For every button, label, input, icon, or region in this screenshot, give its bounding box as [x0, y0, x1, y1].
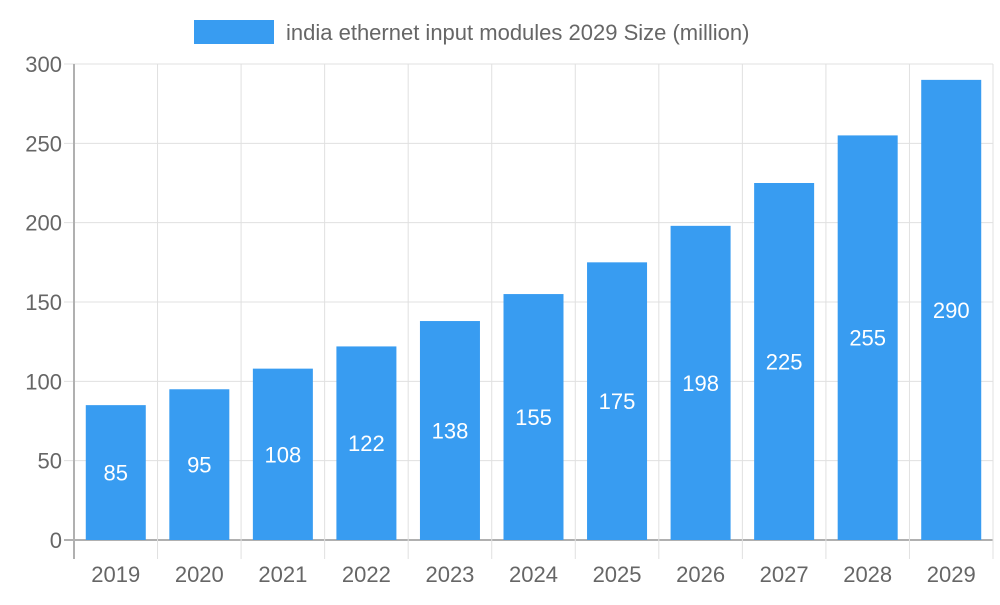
- bar-2024: [503, 294, 564, 540]
- y-tick-label: 150: [25, 290, 62, 315]
- bar-2022: [336, 346, 397, 540]
- data-label: 95: [187, 453, 211, 478]
- bar-2025: [587, 262, 648, 540]
- bar-2021: [252, 368, 313, 540]
- data-label: 175: [599, 389, 636, 414]
- data-label: 122: [348, 431, 385, 456]
- x-tick-label: 2024: [509, 562, 558, 587]
- bar-2020: [169, 389, 230, 540]
- legend-label[interactable]: india ethernet input modules 2029 Size (…: [286, 20, 749, 45]
- legend: india ethernet input modules 2029 Size (…: [194, 20, 749, 45]
- x-tick-label: 2027: [760, 562, 809, 587]
- data-label: 198: [682, 371, 719, 396]
- data-label: 155: [515, 405, 552, 430]
- x-tick-label: 2028: [843, 562, 892, 587]
- y-tick-label: 0: [50, 528, 62, 553]
- legend-swatch[interactable]: [194, 20, 274, 44]
- data-label: 290: [933, 298, 970, 323]
- bar-2023: [419, 321, 480, 540]
- bar-2026: [670, 225, 731, 540]
- bar-2028: [837, 135, 898, 540]
- data-label: 225: [766, 350, 803, 375]
- y-tick-label: 300: [25, 52, 62, 77]
- y-tick-label: 250: [25, 131, 62, 156]
- x-tick-label: 2023: [425, 562, 474, 587]
- data-label: 108: [265, 442, 302, 467]
- grid: [64, 63, 994, 559]
- data-label: 255: [849, 326, 886, 351]
- axes: 0 50 100 150 200 250 300 2019 2020 2021 2022 2023 20…: [25, 52, 975, 587]
- x-tick-label: 2025: [593, 562, 642, 587]
- bar-2029: [921, 79, 982, 540]
- y-tick-label: 100: [25, 369, 62, 394]
- x-tick-label: 2019: [91, 562, 140, 587]
- bar-2027: [754, 183, 815, 540]
- x-tick-label: 2029: [927, 562, 976, 587]
- data-label: 138: [432, 419, 469, 444]
- y-tick-label: 50: [38, 449, 62, 474]
- bar-2019: [85, 405, 146, 540]
- x-tick-label: 2022: [342, 562, 391, 587]
- data-label: 85: [104, 461, 128, 486]
- x-tick-label: 2026: [676, 562, 725, 587]
- bars: 85 95 108 122 138 155 175 198 225 255 290: [85, 79, 982, 540]
- x-tick-label: 2021: [258, 562, 307, 587]
- x-tick-label: 2020: [175, 562, 224, 587]
- y-tick-label: 200: [25, 211, 62, 236]
